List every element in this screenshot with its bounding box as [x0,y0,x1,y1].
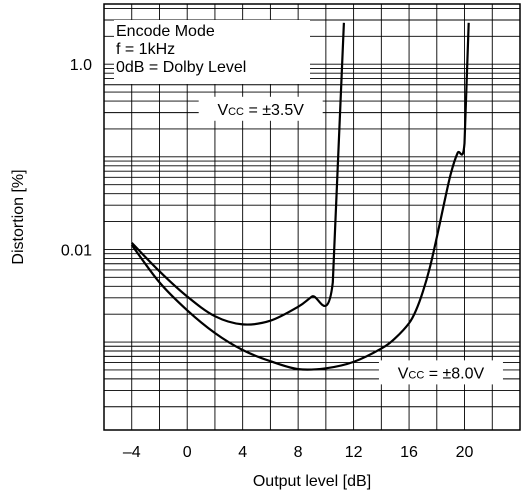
x-axis-title: Output level [dB] [253,473,371,490]
x-tick-label: 20 [456,444,474,461]
series-label-bg [198,96,323,121]
note-line: Encode Mode [116,23,215,40]
tick-labels: –4 0 4 8 12 16 20 1.0 0.01 [61,57,474,461]
x-tick-label: –4 [123,444,141,461]
note-line: f = 1kHz [116,41,175,58]
y-axis-title: Distortion [%] [10,169,27,264]
y-tick-label: 0.01 [61,242,92,259]
x-tick-label: 4 [238,444,247,461]
series-label-bg [378,360,503,385]
x-tick-label: 0 [183,444,192,461]
notes-box-bg [114,20,310,84]
series-layer: VCC = ±3.5V VCC = ±8.0V [130,22,503,385]
note-line: 0dB = Dolby Level [116,59,246,76]
series-label-2: VCC = ±8.0V [398,365,485,382]
series-line-2 [130,22,470,371]
x-tick-label: 12 [345,444,363,461]
series-line-1 [130,22,345,326]
series-label-1: VCC = ±3.5V [217,102,304,119]
y-tick-label: 1.0 [70,57,92,74]
x-tick-label: 16 [400,444,418,461]
plot-frame [103,3,521,431]
x-tick-label: 8 [294,444,303,461]
